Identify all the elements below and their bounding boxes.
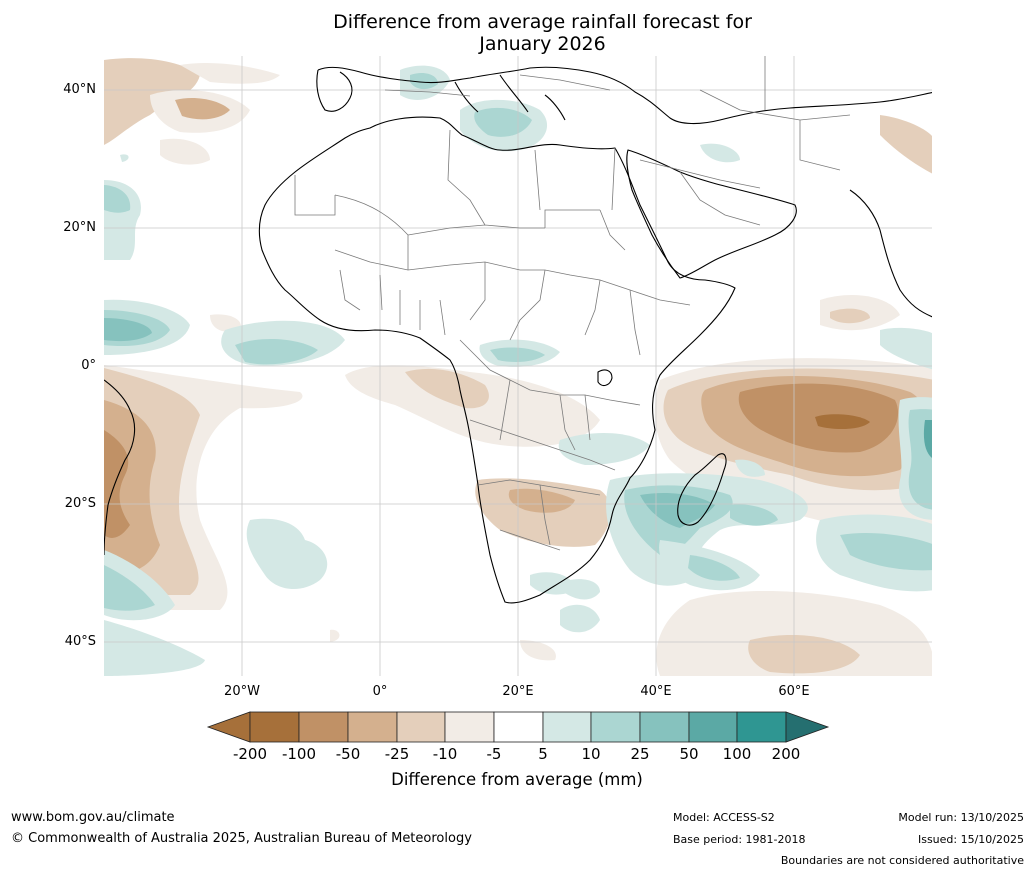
colorbar-tick: -200: [232, 745, 268, 763]
south-america-coastline: [104, 379, 136, 556]
colorbar-bin-7: [542, 711, 592, 743]
colorbar-tick: 200: [771, 745, 801, 763]
colorbar-high-extend: [785, 711, 830, 743]
dry-anomalies: [104, 58, 932, 676]
country-borders: [294, 56, 851, 551]
colorbar-bin-11: [736, 711, 787, 743]
colorbar-tick: 5: [538, 745, 548, 763]
colorbar-label: Difference from average (mm): [391, 770, 643, 789]
colorbar-bin-8: [590, 711, 641, 743]
website-link[interactable]: www.bom.gov.au/climate: [11, 810, 175, 825]
colorbar-tick: -100: [281, 745, 317, 763]
colorbar-tick: -50: [335, 745, 361, 763]
base-period: Base period: 1981-2018: [673, 833, 806, 846]
india-coastline: [849, 189, 932, 318]
lat-label-20n: 20°N: [63, 220, 96, 235]
lon-label-0: 0°: [372, 684, 388, 699]
model-name: Model: ACCESS-S2: [673, 811, 775, 824]
lat-label-40n: 40°N: [63, 82, 96, 97]
colorbar-bin-6: [493, 711, 544, 743]
madagascar-coastline: [677, 453, 727, 526]
colorbar-bin-10: [688, 711, 738, 743]
colorbar-low-extend: [206, 711, 251, 743]
copyright-text: © Commonwealth of Australia 2025, Austra…: [11, 831, 472, 846]
lon-label-60e: 60°E: [778, 684, 810, 699]
colorbar-tick: 10: [581, 745, 601, 763]
lake-victoria: [597, 369, 613, 387]
colorbar-bin-4: [396, 711, 446, 743]
issued-date: Issued: 15/10/2025: [917, 833, 1024, 846]
colorbar-bin-9: [639, 711, 690, 743]
boundaries-disclaimer: Boundaries are not considered authoritat…: [780, 854, 1024, 867]
lon-label-20w: 20°W: [224, 684, 260, 699]
wet-anomalies: [104, 65, 932, 676]
colorbar-tick: 100: [722, 745, 752, 763]
lat-label-20s: 20°S: [64, 496, 96, 511]
lat-label-equator: 0°: [81, 358, 96, 373]
graticule: [104, 56, 932, 676]
colorbar-bin-1: [249, 711, 300, 743]
colorbar-tick: -25: [384, 745, 410, 763]
colorbar-bin-5: [444, 711, 495, 743]
lon-label-40e: 40°E: [640, 684, 672, 699]
colorbar-tick: -5: [486, 745, 502, 763]
europe-coastline: [317, 66, 932, 125]
rainfall-anomaly-field: [104, 58, 932, 676]
title-line-2: January 2026: [479, 33, 606, 55]
model-run-date: Model run: 13/10/2025: [898, 811, 1024, 824]
title-line-1: Difference from average rainfall forecas…: [333, 11, 752, 33]
colorbar-bin-3: [347, 711, 398, 743]
lon-label-20e: 20°E: [502, 684, 534, 699]
lat-label-40s: 40°S: [64, 634, 96, 649]
colorbar-tick: -10: [432, 745, 458, 763]
arabia-coastline: [626, 149, 797, 279]
colorbar-tick: 50: [679, 745, 699, 763]
map-title: Difference from average rainfall forecas…: [0, 11, 1035, 55]
colorbar: [206, 711, 830, 743]
colorbar-tick: 25: [630, 745, 650, 763]
colorbar-bin-2: [298, 711, 349, 743]
